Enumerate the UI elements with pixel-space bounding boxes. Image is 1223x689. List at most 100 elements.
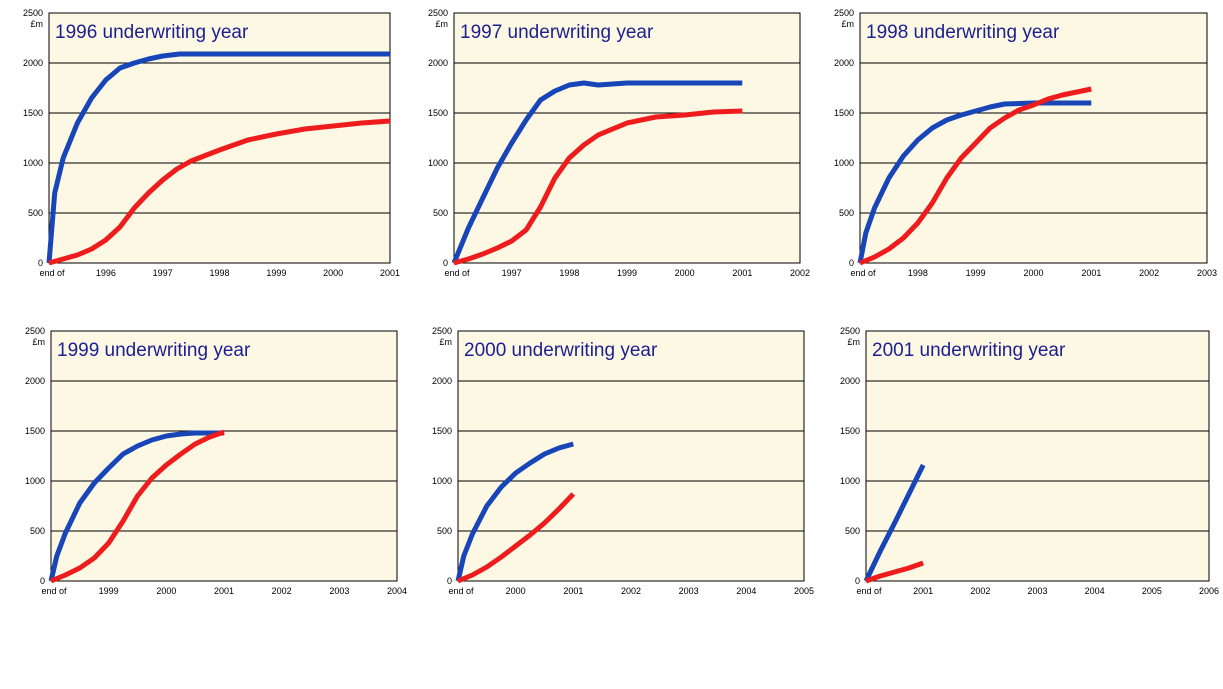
y-tick-label: 2500	[840, 326, 860, 336]
x-tick-label: 2001	[732, 268, 752, 278]
x-tick-label: 2000	[1023, 268, 1043, 278]
x-tick-label: end of	[444, 268, 470, 278]
chart-panel: 0 500 1000 1500 2000 2500£m end of 1999 2000 2001…	[25, 326, 407, 596]
x-tick-label: 1997	[502, 268, 522, 278]
y-tick-label: 500	[839, 208, 854, 218]
y-tick-label: 1500	[428, 108, 448, 118]
x-tick-label: end of	[850, 268, 876, 278]
x-tick-label: 2001	[563, 586, 583, 596]
x-tick-label: 1999	[99, 586, 119, 596]
y-tick-label: 2000	[834, 58, 854, 68]
x-tick-label: 2000	[506, 586, 526, 596]
y-tick-label: 1500	[23, 108, 43, 118]
y-tick-label: 1000	[834, 158, 854, 168]
chart-title: 1999 underwriting year	[57, 340, 251, 361]
y-tick-label: 500	[437, 526, 452, 536]
unit-label: £m	[847, 337, 860, 347]
y-tick-label: 1000	[428, 158, 448, 168]
y-tick-label: 2500	[25, 326, 45, 336]
y-tick-label: 500	[433, 208, 448, 218]
y-tick-label: 0	[443, 258, 448, 268]
y-tick-label: 1500	[840, 426, 860, 436]
y-tick-label: 2000	[25, 376, 45, 386]
chart-panel: 0 500 1000 1500 2000 2500£m end of 2000 2001 2002…	[432, 326, 814, 596]
x-tick-label: 1996	[96, 268, 116, 278]
x-tick-label: 2003	[1197, 268, 1217, 278]
x-tick-label: 2001	[1081, 268, 1101, 278]
chart-title: 1998 underwriting year	[866, 22, 1060, 43]
plot-border	[859, 12, 1208, 264]
unit-label: £m	[435, 19, 448, 29]
y-tick-label: 1000	[840, 476, 860, 486]
y-tick-label: 2000	[840, 376, 860, 386]
x-tick-label: 2001	[214, 586, 234, 596]
x-tick-label: end of	[856, 586, 882, 596]
chart-title: 2001 underwriting year	[872, 340, 1066, 361]
x-tick-label: 1998	[908, 268, 928, 278]
chart-panel: 0 500 1000 1500 2000 2500£m end of 1998 1999 2000…	[834, 8, 1217, 278]
unit-label: £m	[439, 337, 452, 347]
y-tick-label: 1500	[834, 108, 854, 118]
x-tick-label: 2003	[679, 586, 699, 596]
plot-background	[866, 331, 1209, 581]
x-tick-label: 2006	[1199, 586, 1219, 596]
y-tick-label: 1000	[432, 476, 452, 486]
y-tick-label: 1000	[23, 158, 43, 168]
x-tick-label: 2000	[675, 268, 695, 278]
y-tick-label: 0	[849, 258, 854, 268]
plot-background	[49, 13, 390, 263]
chart-panel: 0 500 1000 1500 2000 2500£m end of 2001 2002 2003…	[840, 326, 1219, 596]
series-line	[453, 108, 743, 266]
x-tick-label: 2004	[736, 586, 756, 596]
y-tick-label: 0	[855, 576, 860, 586]
plot-border	[48, 12, 391, 264]
x-tick-label: 2003	[1027, 586, 1047, 596]
y-tick-label: 500	[30, 526, 45, 536]
series-line	[857, 100, 1092, 264]
x-tick-label: end of	[41, 586, 67, 596]
plot-background	[454, 13, 800, 263]
plot-border	[453, 12, 801, 264]
y-tick-label: 2000	[432, 376, 452, 386]
x-tick-label: 2002	[790, 268, 810, 278]
y-tick-label: 1500	[25, 426, 45, 436]
y-tick-label: 0	[38, 258, 43, 268]
x-tick-label: 2002	[1139, 268, 1159, 278]
chart-panel: 0 500 1000 1500 2000 2500£m end of 1997 1998 1999…	[428, 8, 810, 278]
chart-title: 1996 underwriting year	[55, 22, 249, 43]
y-tick-label: 1500	[432, 426, 452, 436]
series-line	[865, 560, 925, 584]
series-line	[48, 430, 224, 582]
x-tick-label: 1998	[209, 268, 229, 278]
x-tick-label: 2003	[329, 586, 349, 596]
x-tick-label: 1998	[559, 268, 579, 278]
x-tick-label: 2002	[272, 586, 292, 596]
x-tick-label: 2002	[970, 586, 990, 596]
x-tick-label: 1997	[153, 268, 173, 278]
y-tick-label: 2500	[834, 8, 854, 18]
chart-title: 1997 underwriting year	[460, 22, 654, 43]
plot-border	[50, 330, 398, 582]
x-tick-label: end of	[39, 268, 65, 278]
x-tick-label: 2005	[794, 586, 814, 596]
y-tick-label: 2000	[23, 58, 43, 68]
series-line	[455, 441, 574, 582]
x-tick-label: 2000	[156, 586, 176, 596]
plot-border	[457, 330, 805, 582]
y-tick-label: 1000	[25, 476, 45, 486]
chart-panel: 0 500 1000 1500 2000 2500£m end of 1996 1997 1998…	[23, 8, 400, 278]
plot-border	[865, 330, 1210, 582]
series-line	[859, 86, 1092, 266]
plot-background	[458, 331, 804, 581]
plot-background	[51, 331, 397, 581]
x-tick-label: 2005	[1142, 586, 1162, 596]
unit-label: £m	[841, 19, 854, 29]
series-line	[48, 118, 391, 266]
series-line	[451, 80, 743, 264]
series-line	[457, 492, 576, 584]
y-tick-label: 0	[447, 576, 452, 586]
y-tick-label: 500	[28, 208, 43, 218]
x-tick-label: 2004	[387, 586, 407, 596]
y-tick-label: 2500	[428, 8, 448, 18]
